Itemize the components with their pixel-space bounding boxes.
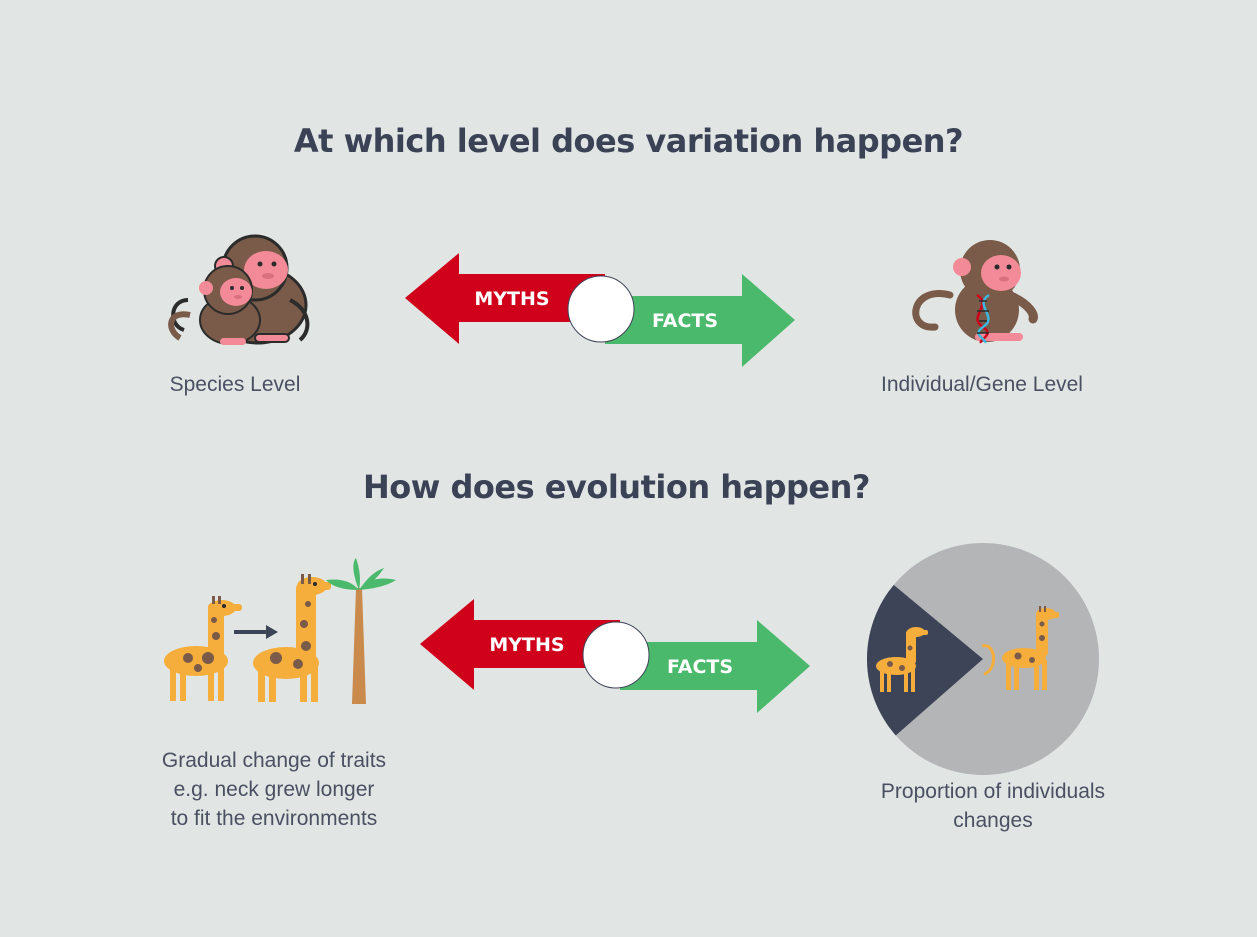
giraffe-pie-icon xyxy=(867,543,1099,775)
myths-label: MYTHS xyxy=(489,634,564,656)
caption-gradual-change: Gradual change of traits e.g. neck grew … xyxy=(124,746,424,833)
facts-arrow xyxy=(620,620,810,713)
myths-facts-arrow-1: MYTHS FACTS xyxy=(405,253,795,367)
caption-gradual-line-2: e.g. neck grew longer xyxy=(173,778,375,801)
caption-proportion-changes: Proportion of individuals changes xyxy=(848,777,1138,835)
question-how-evolution: How does evolution happen? xyxy=(363,468,870,506)
myths-label: MYTHS xyxy=(474,288,549,310)
facts-label: FACTS xyxy=(667,656,733,678)
myths-facts-arrow-2: MYTHS FACTS xyxy=(420,599,810,713)
giraffe-growth-icon xyxy=(164,558,396,704)
caption-individual-gene-level: Individual/Gene Level xyxy=(881,373,1083,396)
switch-knob xyxy=(582,621,650,689)
facts-arrow xyxy=(605,274,795,367)
caption-gradual-line-3: to fit the environments xyxy=(170,807,378,830)
caption-species-level: Species Level xyxy=(169,373,301,396)
myths-arrow xyxy=(405,253,605,344)
question-variation-level: At which level does variation happen? xyxy=(293,122,964,160)
facts-label: FACTS xyxy=(652,310,718,332)
myths-arrow xyxy=(420,599,620,690)
caption-proportion-line-2: changes xyxy=(953,809,1033,832)
monkey-dna-icon xyxy=(912,240,1038,344)
monkey-group-icon xyxy=(168,234,310,345)
switch-knob xyxy=(567,275,635,343)
caption-proportion-line-1: Proportion of individuals xyxy=(880,780,1106,803)
caption-gradual-line-1: Gradual change of traits xyxy=(161,749,387,772)
